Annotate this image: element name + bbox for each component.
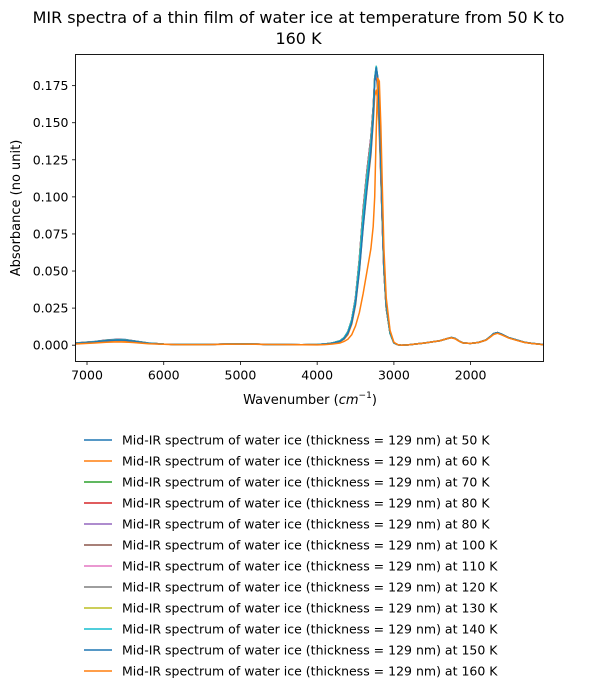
series-line-3 [75,70,544,346]
legend: Mid-IR spectrum of water ice (thickness … [84,433,498,679]
x-tick-label: 7000 [71,368,103,383]
x-tick-label: 3000 [378,368,410,383]
series-line-10 [75,67,544,346]
series-line-2 [75,71,544,346]
x-tick-label: 4000 [301,368,333,383]
series-line-4 [75,70,544,346]
x-tick-label: 6000 [148,368,180,383]
legend-label: Mid-IR spectrum of water ice (thickness … [122,475,490,490]
x-axis-ticks: 7000 6000 5000 4000 3000 2000 [71,361,487,383]
legend-label: Mid-IR spectrum of water ice (thickness … [122,454,490,469]
x-axis-label-exponent: −1 [359,391,372,401]
chart-title-line-2: 160 K [275,29,322,48]
y-tick-label: 0.100 [33,189,69,204]
series-line-7 [75,65,544,346]
y-tick-label: 0.150 [33,115,69,130]
series-line-8 [75,65,544,346]
y-axis-label: Absorbance (no unit) [9,140,24,277]
x-tick-label: 5000 [225,368,257,383]
legend-label: Mid-IR spectrum of water ice (thickness … [122,580,498,595]
x-axis-label-unit: cm [339,393,359,408]
y-tick-label: 0.125 [33,152,69,167]
series-line-5 [75,68,544,346]
legend-label: Mid-IR spectrum of water ice (thickness … [122,559,498,574]
legend-label: Mid-IR spectrum of water ice (thickness … [122,622,498,637]
legend-label: Mid-IR spectrum of water ice (thickness … [122,496,490,511]
legend-label: Mid-IR spectrum of water ice (thickness … [122,538,498,553]
series-line-1 [75,89,544,346]
series-line-6 [75,67,544,346]
series-line-9 [75,65,544,346]
plot-axes: 7000 6000 5000 4000 3000 2000 0.000 0.025 0.050… [33,54,544,383]
legend-label: Mid-IR spectrum of water ice (thickness … [122,601,498,616]
plot-frame [75,54,544,362]
legend-label: Mid-IR spectrum of water ice (thickness … [122,664,498,679]
x-axis-label-text: Wavenumber ( [243,393,339,408]
x-axis-label-close: ) [372,393,377,408]
series-line-11 [75,77,544,346]
legend-label: Mid-IR spectrum of water ice (thickness … [122,643,498,658]
x-axis-label: Wavenumber (cm−1) [243,391,377,408]
y-tick-label: 0.050 [33,264,69,279]
y-tick-label: 0.025 [33,301,69,316]
y-tick-label: 0.175 [33,78,69,93]
series-line-0 [75,74,544,346]
y-axis-ticks: 0.000 0.025 0.050 0.075 0.100 0.125 0.150 0.175 [33,78,76,353]
chart-title-line-1: MIR spectra of a thin film of water ice … [32,8,565,27]
series-layer [75,65,544,346]
legend-label: Mid-IR spectrum of water ice (thickness … [122,433,490,448]
x-tick-label: 2000 [455,368,487,383]
y-tick-label: 0.000 [33,338,69,353]
legend-label: Mid-IR spectrum of water ice (thickness … [122,517,490,532]
y-tick-label: 0.075 [33,226,69,241]
